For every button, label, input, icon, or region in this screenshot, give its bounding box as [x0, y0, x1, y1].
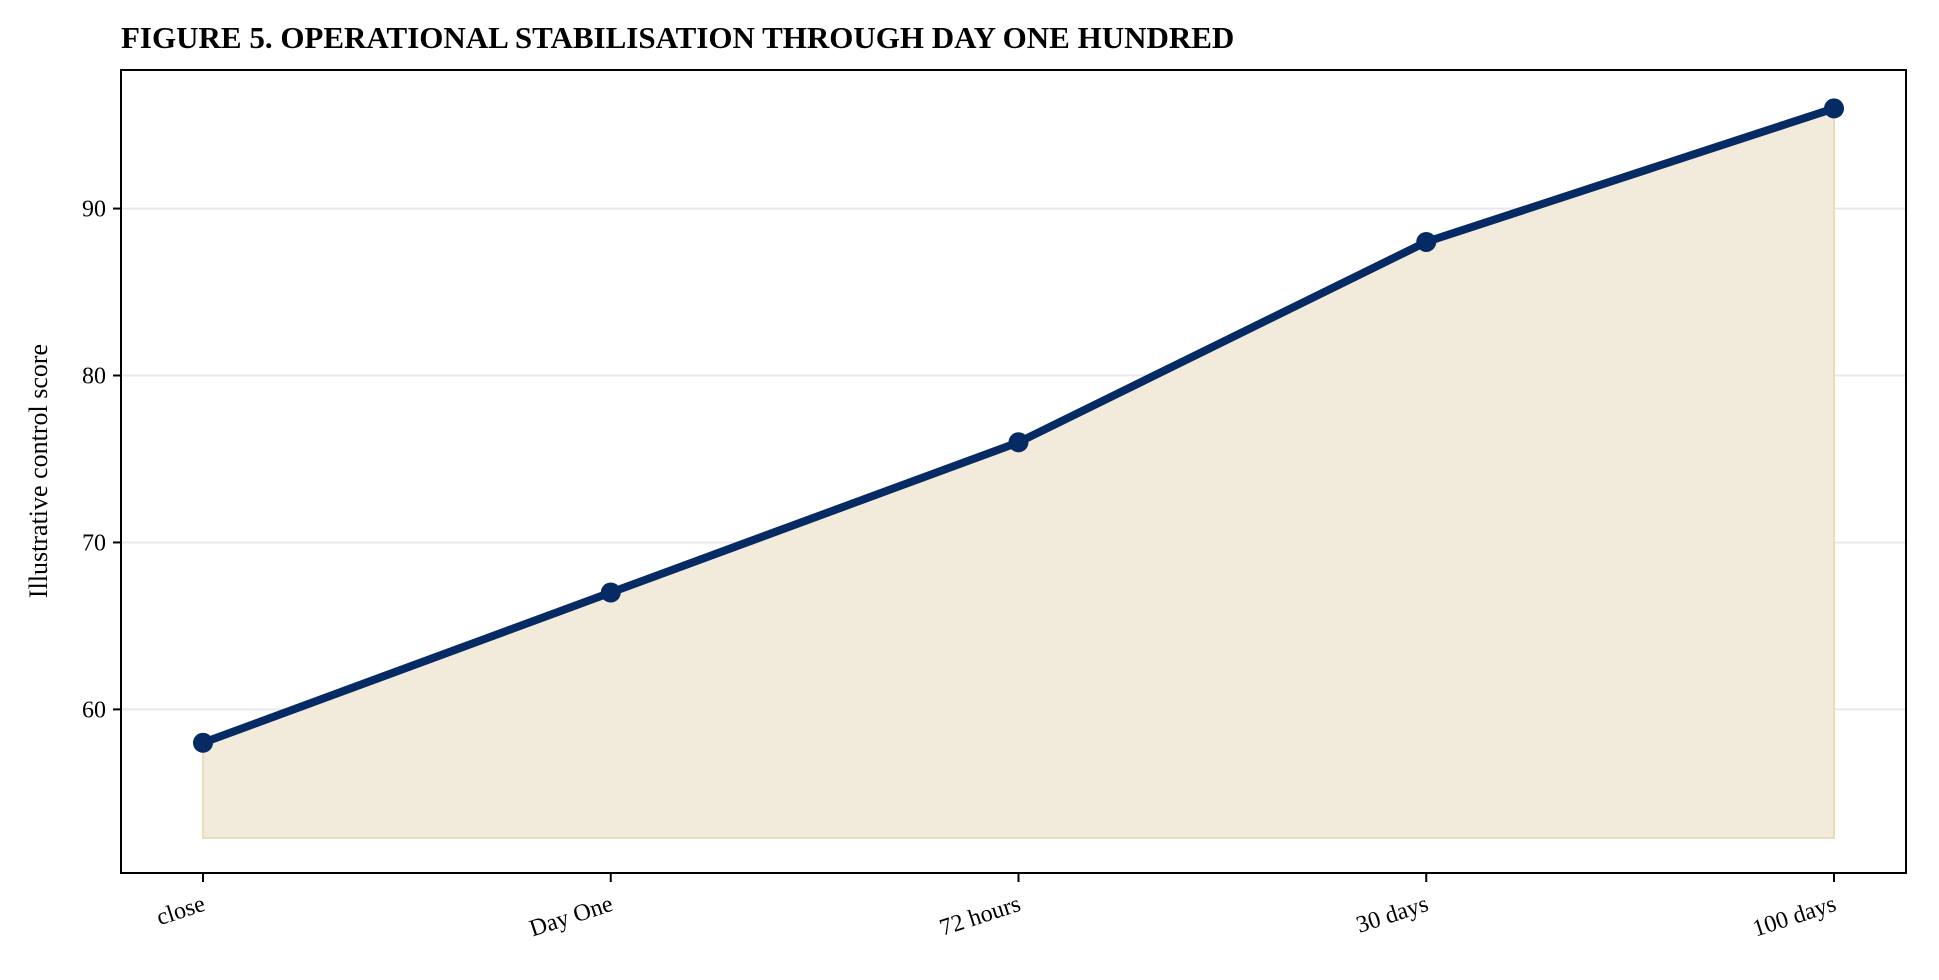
data-point — [1008, 432, 1029, 453]
data-point — [600, 582, 621, 603]
x-axis-ticks: close Day One 72 hours 30 days 100 days — [153, 873, 1839, 942]
y-tick-label: 70 — [82, 530, 106, 556]
area-fill-layer — [202, 107, 1835, 839]
y-tick-label: 60 — [82, 697, 106, 723]
area-fill — [202, 107, 1835, 839]
x-tick-label: 72 hours — [937, 891, 1024, 941]
y-tick-label: 80 — [82, 364, 106, 390]
data-point — [193, 732, 213, 753]
x-tick-label: 100 days — [1750, 891, 1840, 942]
data-point — [1824, 98, 1844, 119]
plot-frame — [120, 69, 1907, 874]
x-tick-label: 30 days — [1353, 891, 1431, 939]
data-point — [1416, 231, 1437, 252]
x-tick-label: Day One — [526, 891, 616, 942]
y-axis-label: Illustrative control score — [24, 344, 53, 598]
y-axis-ticks: 60 70 80 90 — [82, 197, 121, 723]
chart-title: FIGURE 5. OPERATIONAL STABILISATION THRO… — [121, 20, 1234, 55]
x-tick-label: close — [153, 891, 208, 931]
y-tick-label: 90 — [82, 197, 106, 223]
data-points-layer — [193, 98, 1844, 753]
